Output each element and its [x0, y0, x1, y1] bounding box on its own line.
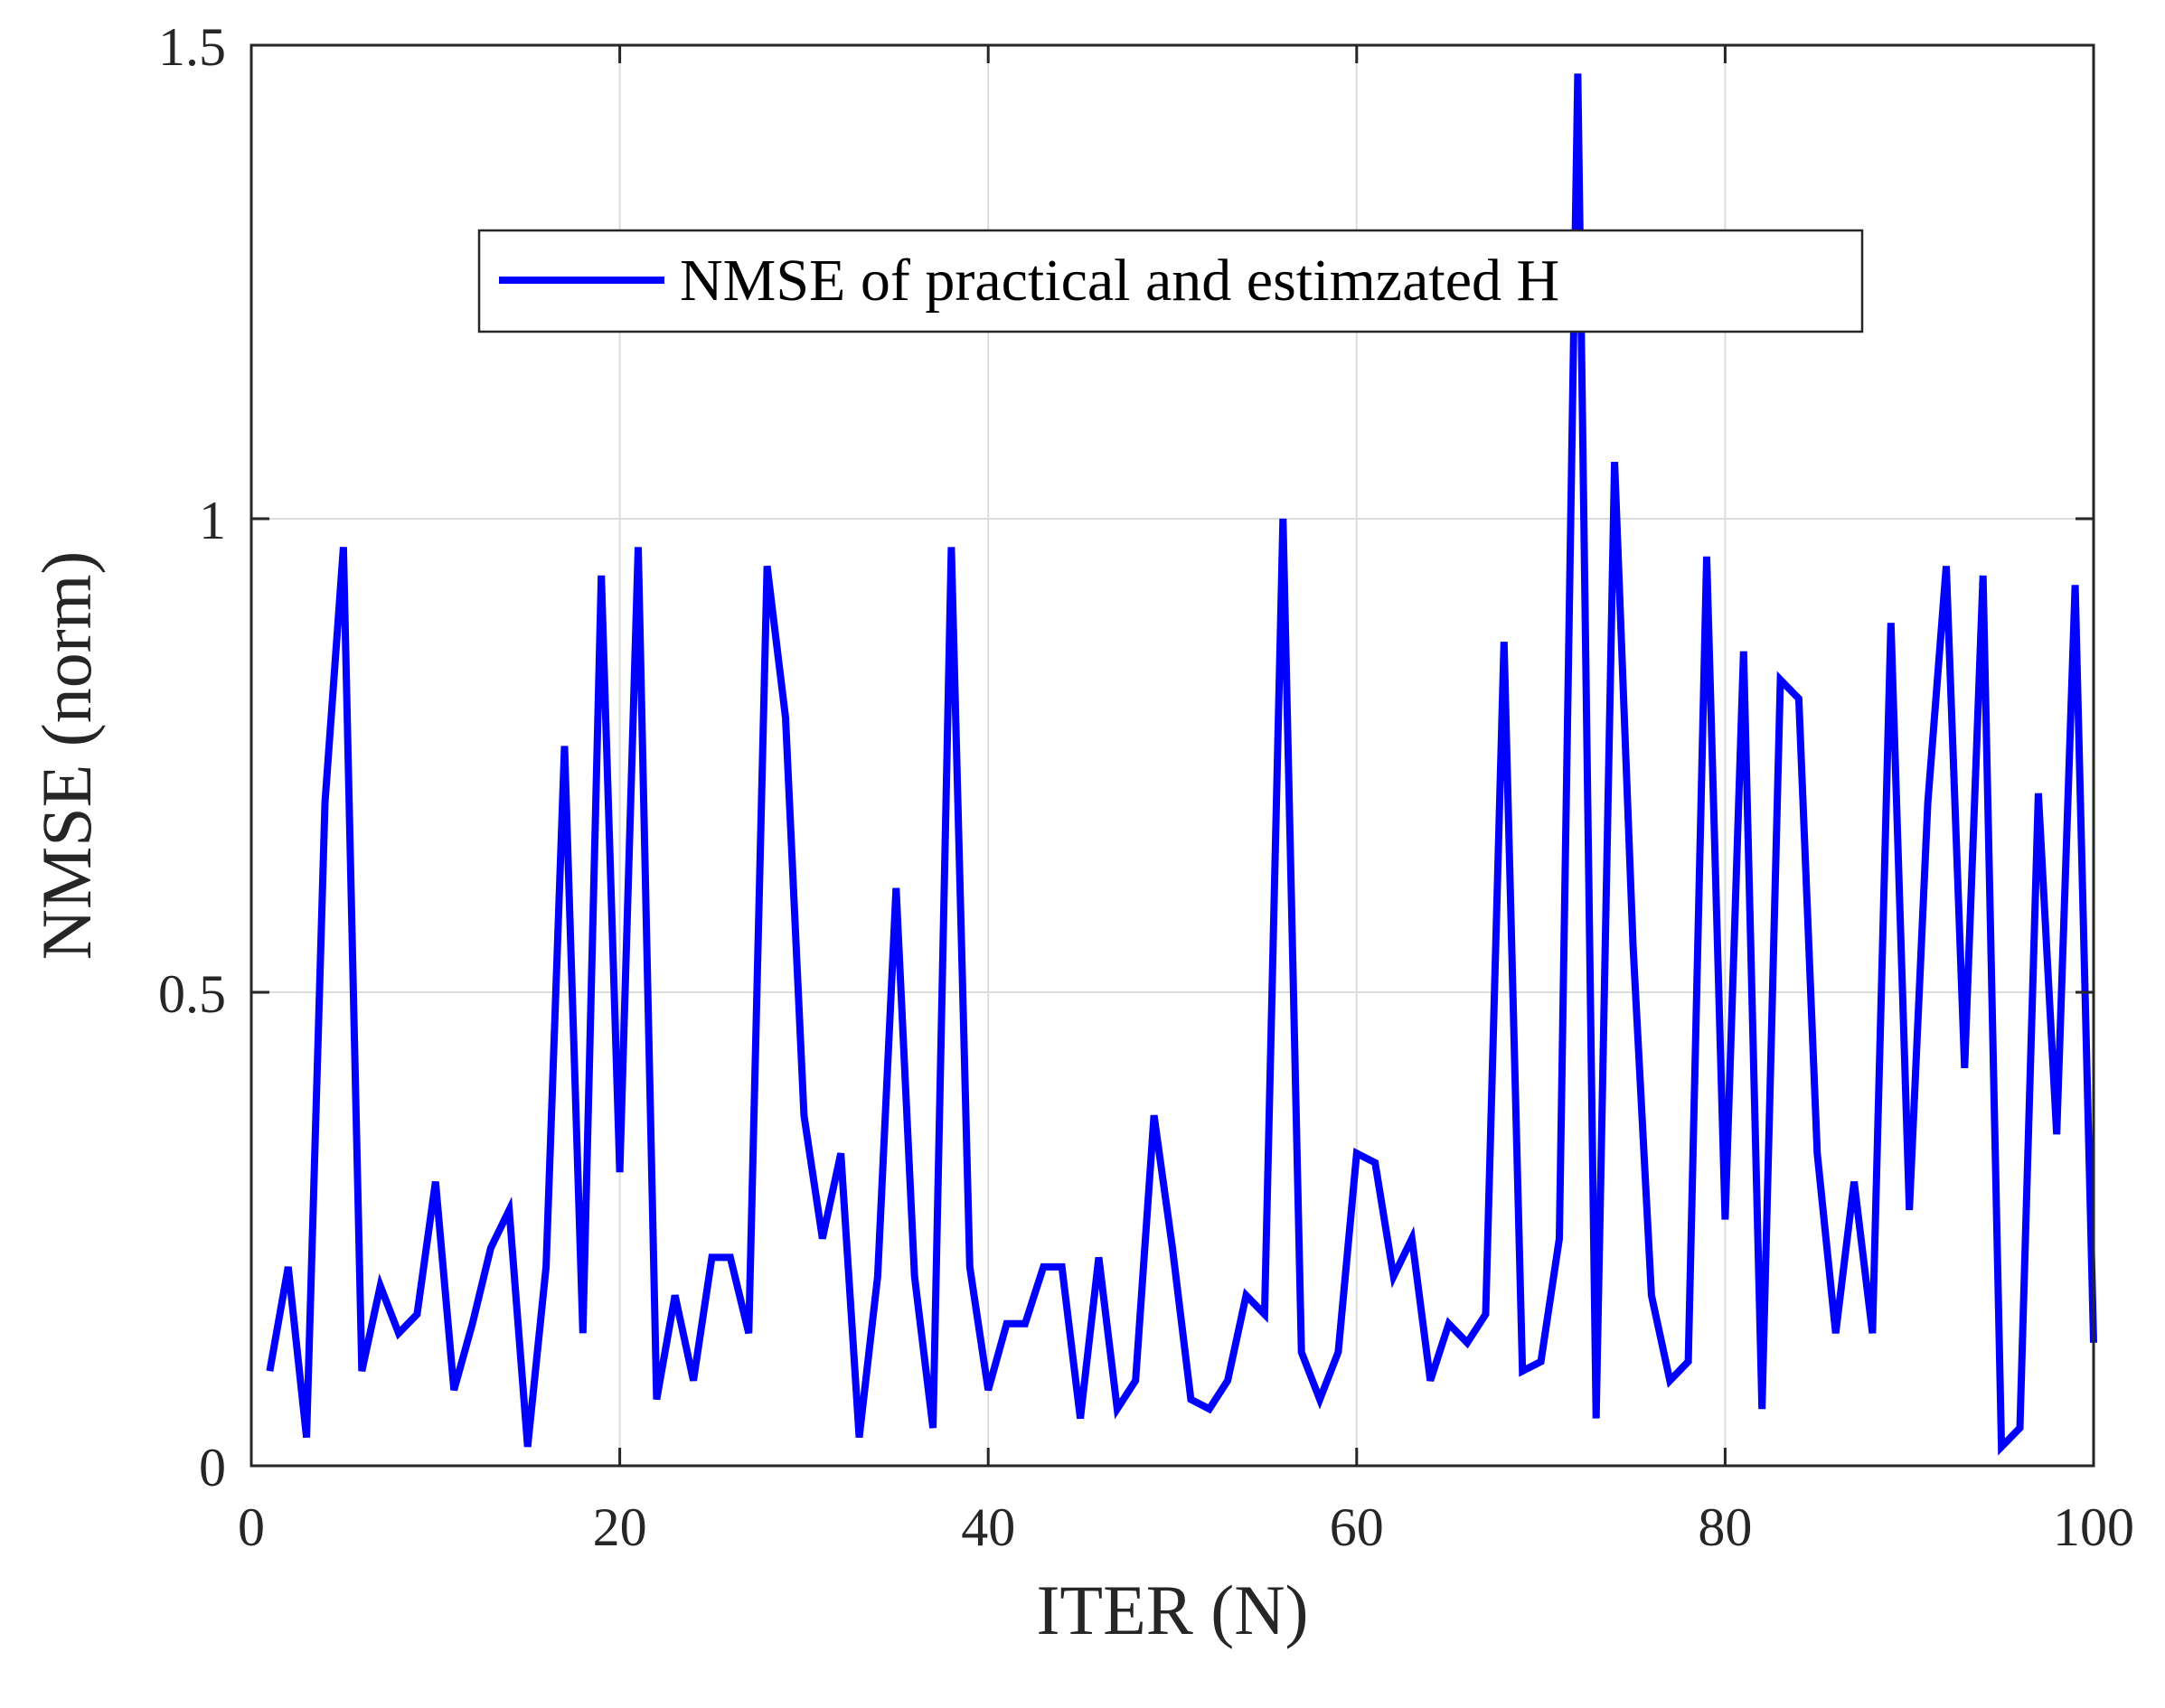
y-tick-label: 0.5: [158, 964, 226, 1024]
x-tick-label: 100: [2053, 1497, 2134, 1557]
y-axis-title: NMSE (norm): [27, 551, 106, 961]
x-tick-label: 40: [961, 1497, 1015, 1557]
series-layer: [266, 73, 2097, 1456]
y-tick-label: 1.5: [158, 17, 226, 77]
plot-area-frame: [249, 43, 2095, 1468]
x-tick-label: 0: [238, 1497, 265, 1557]
x-axis-title: ITER (N): [1036, 1571, 1308, 1649]
legend-label: NMSE of practical and estimzated H: [680, 248, 1559, 314]
y-tick-label: 0: [199, 1438, 226, 1497]
x-tick-label: 60: [1330, 1497, 1384, 1557]
series-line-nmse: [266, 73, 2097, 1456]
legend-box: [477, 229, 1864, 333]
legend: NMSE of practical and estimzated H: [477, 229, 1864, 333]
x-tick-label: 80: [1698, 1497, 1752, 1557]
x-tick-label: 20: [593, 1497, 647, 1557]
x-tick-labels: 0 20 40 60 80 100: [238, 1497, 2134, 1557]
axis-ticks: [249, 43, 2095, 1468]
y-tick-labels: 0 0.5 1 1.5: [158, 17, 226, 1497]
y-tick-label: 1: [199, 491, 226, 550]
